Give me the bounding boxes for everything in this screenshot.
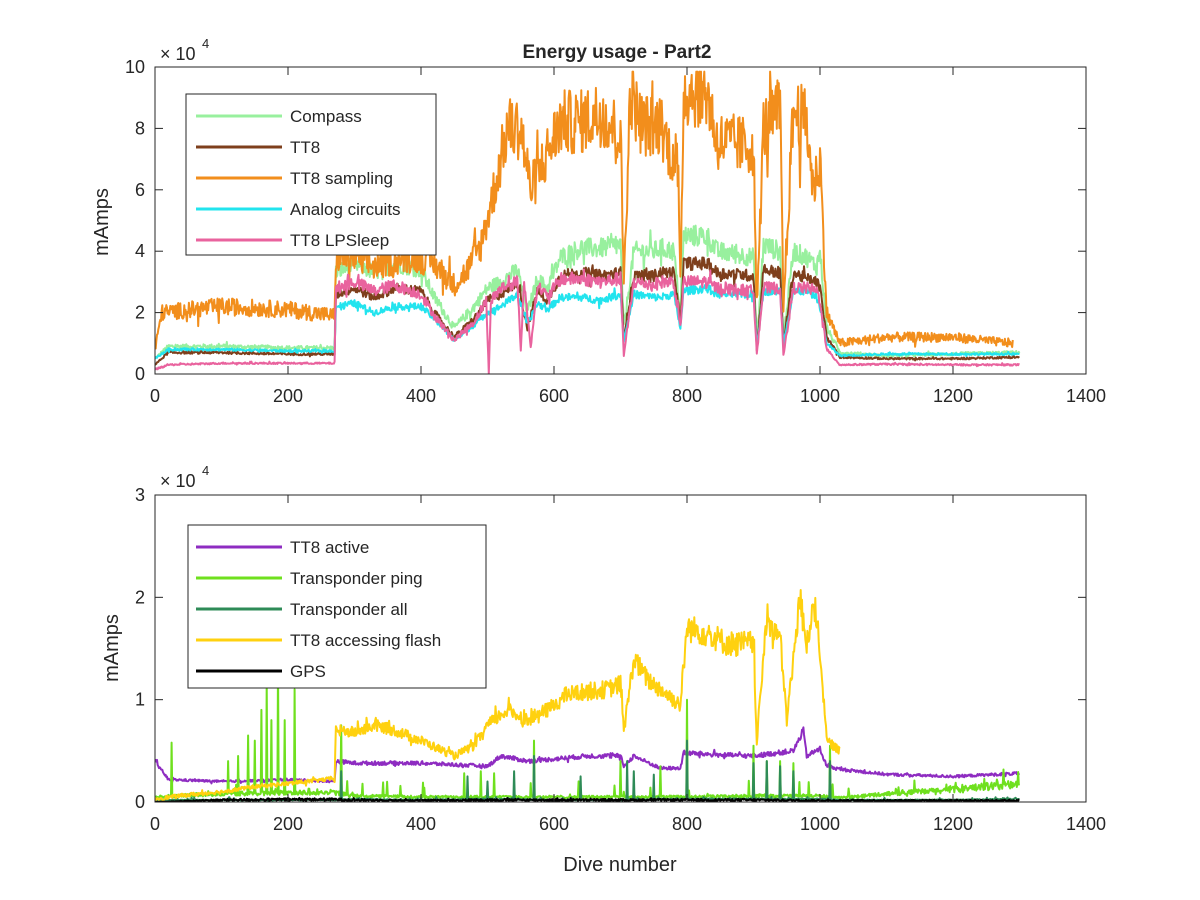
- legend-label: Transponder ping: [290, 569, 423, 588]
- legend-item: TT8: [196, 138, 320, 157]
- series-line-gps: [155, 796, 1020, 802]
- x-axis-label: Dive number: [563, 854, 677, 876]
- legend: Compass TT8 TT8 sampling Analog circuits TT8…: [185, 93, 437, 256]
- legend-label: TT8 sampling: [290, 169, 393, 188]
- x-tick-label: 400: [406, 386, 436, 406]
- energy-usage-chart-bottom: 0 200 400 600 800 1000 1200 1400 0 1 2 3 Dive numbe…: [101, 463, 1106, 876]
- x-tick-label: 200: [273, 386, 303, 406]
- series-line-tt8-sampling: [155, 70, 1014, 350]
- y-exponent: × 10 4: [160, 36, 209, 64]
- legend-label: TT8 active: [290, 538, 369, 557]
- y-exponent-base: × 10: [160, 44, 196, 64]
- legend-item: Transponder all: [196, 600, 408, 619]
- y-exponent-power: 4: [202, 36, 209, 51]
- y-tick-label: 2: [135, 587, 145, 607]
- x-tick-label: 600: [539, 814, 569, 834]
- legend-item: Transponder ping: [196, 569, 423, 588]
- y-tick-label: 0: [135, 792, 145, 812]
- x-tick-label: 1000: [800, 386, 840, 406]
- legend-item: TT8 LPSleep: [196, 231, 389, 250]
- x-tick-label: 1200: [933, 386, 973, 406]
- x-tick-label: 1400: [1066, 386, 1106, 406]
- y-tick-label: 0: [135, 364, 145, 384]
- legend-item: Analog circuits: [196, 200, 401, 219]
- legend: TT8 active Transponder ping Transponder al…: [187, 524, 487, 689]
- x-tick-label: 1000: [800, 814, 840, 834]
- y-tick-label: 8: [135, 118, 145, 138]
- y-axis-label: mAmps: [101, 614, 123, 682]
- y-tick-label: 3: [135, 485, 145, 505]
- x-tick-label: 0: [150, 386, 160, 406]
- legend-label: TT8: [290, 138, 320, 157]
- axes-box: [154, 66, 1087, 375]
- legend-item: Compass: [196, 107, 362, 126]
- x-tick-label: 0: [150, 814, 160, 834]
- chart-title: Energy usage - Part2: [522, 42, 711, 63]
- series-layer: [155, 589, 1021, 802]
- y-exponent-base: × 10: [160, 471, 196, 491]
- y-tick-label: 1: [135, 690, 145, 710]
- legend-box: [187, 524, 487, 689]
- legend-item: TT8 accessing flash: [196, 631, 441, 650]
- legend-item: GPS: [196, 662, 326, 681]
- x-tick-label: 800: [672, 386, 702, 406]
- legend-label: Analog circuits: [290, 200, 401, 219]
- series-line-tt8-active: [155, 726, 1021, 785]
- legend-label: TT8 LPSleep: [290, 231, 389, 250]
- legend-label: Transponder all: [290, 600, 408, 619]
- y-axis-label: mAmps: [91, 188, 113, 256]
- series-line-tt8-lpsleep: [155, 268, 1020, 374]
- y-exponent-power: 4: [202, 463, 209, 478]
- x-tick-label: 400: [406, 814, 436, 834]
- y-exponent: × 10 4: [160, 463, 209, 491]
- legend-label: GPS: [290, 662, 326, 681]
- legend-label: Compass: [290, 107, 362, 126]
- x-tick-label: 800: [672, 814, 702, 834]
- y-tick-label: 10: [125, 57, 145, 77]
- axes-box: [154, 494, 1087, 803]
- series-layer: [155, 70, 1021, 374]
- legend-box: [185, 93, 437, 256]
- series-line-analog-circuits: [155, 283, 1020, 360]
- axes-layer: 0 200 400 600 800 1000 1200 1400 0 2 4 6 8 10: [125, 57, 1106, 406]
- x-tick-label: 1400: [1066, 814, 1106, 834]
- legend-item: TT8 sampling: [196, 169, 393, 188]
- legend-label: TT8 accessing flash: [290, 631, 441, 650]
- axes-layer: 0 200 400 600 800 1000 1200 1400 0 1 2 3: [135, 485, 1106, 834]
- legend-item: TT8 active: [196, 538, 369, 557]
- series-line-compass: [155, 224, 1021, 360]
- series-line-transponder-ping: [155, 662, 1021, 801]
- y-tick-label: 2: [135, 303, 145, 323]
- y-tick-label: 6: [135, 180, 145, 200]
- series-line-tt8-accessing-flash: [155, 589, 841, 801]
- energy-usage-chart-top: 0 200 400 600 800 1000 1200 1400 0 2 4 6 8 10 Energy …: [91, 36, 1106, 406]
- x-tick-label: 600: [539, 386, 569, 406]
- x-tick-label: 1200: [933, 814, 973, 834]
- x-tick-label: 200: [273, 814, 303, 834]
- y-tick-label: 4: [135, 241, 145, 261]
